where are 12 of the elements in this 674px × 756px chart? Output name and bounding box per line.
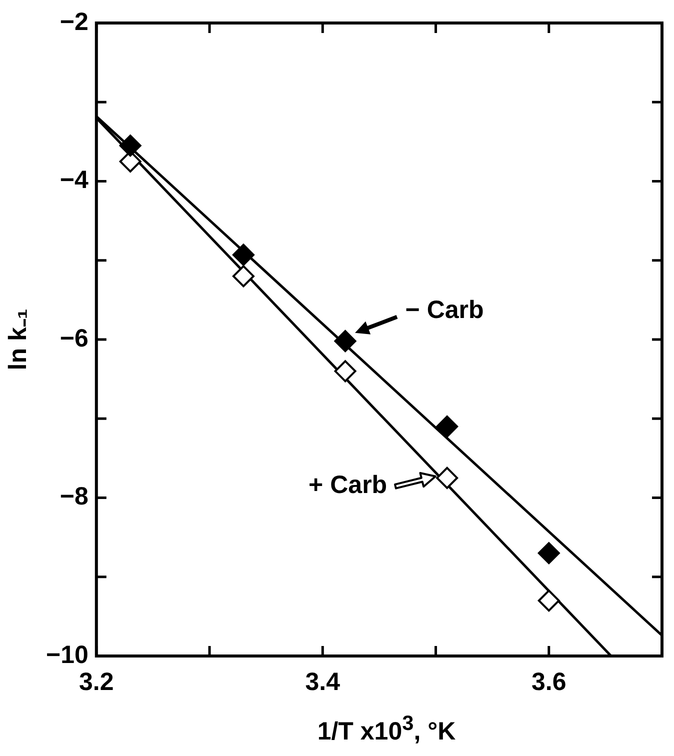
y-tick-label: −8	[60, 482, 88, 511]
y-tick-label: −6	[60, 324, 88, 352]
y-tick-label: −4	[60, 166, 88, 194]
y-tick-label: −2	[60, 8, 88, 36]
x-tick-label: 3.6	[532, 668, 566, 696]
annotation: + Carb	[308, 470, 388, 499]
x-tick-label: 3.4	[305, 668, 340, 696]
y-tick-label: −10	[46, 640, 88, 669]
x-tick-label: 3.2	[79, 668, 114, 696]
annotation: − Carb	[405, 296, 484, 324]
x-axis-title: 1/T x10$^{3}$, °K	[316, 712, 457, 746]
y-axis-title: ln k₋₁	[4, 308, 32, 370]
